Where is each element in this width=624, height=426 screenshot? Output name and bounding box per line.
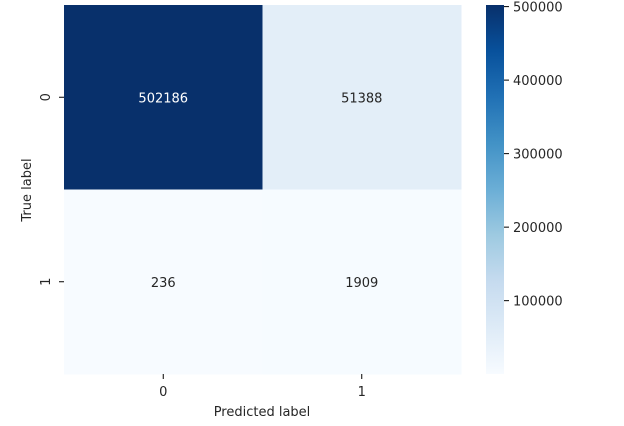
colorbar-gradient <box>486 5 504 374</box>
cell-value-0-0: 502186 <box>138 91 188 106</box>
x-tick-label-1: 1 <box>358 385 366 400</box>
colorbar-tick-label-0: 100000 <box>513 295 563 310</box>
heatmap-cell-1-0 <box>64 189 263 375</box>
y-axis-label: True label <box>20 158 35 222</box>
colorbar-tick-label-4: 500000 <box>513 1 563 16</box>
colorbar-tick-label-2: 300000 <box>513 148 563 163</box>
colorbar: 100000 200000 300000 400000 500000 <box>486 1 563 374</box>
colorbar-tick-label-1: 200000 <box>513 221 563 236</box>
y-tick-label-0: 0 <box>39 93 54 101</box>
x-tick-label-0: 0 <box>159 385 167 400</box>
cell-value-0-1: 51388 <box>341 91 382 106</box>
colorbar-tick-label-3: 400000 <box>513 74 563 89</box>
cell-value-1-0: 236 <box>151 276 176 291</box>
cell-value-1-1: 1909 <box>345 276 378 291</box>
y-axis: 01 <box>39 93 64 286</box>
heatmap-cell-0-0 <box>64 5 263 190</box>
heatmap-cells <box>64 5 462 375</box>
x-axis-label: Predicted label <box>214 405 311 420</box>
heatmap-cell-1-1 <box>262 189 462 375</box>
cell-annotations: 502186 51388 236 1909 <box>138 91 382 291</box>
y-tick-label-1: 1 <box>39 278 54 286</box>
heatmap-cell-0-1 <box>262 5 462 190</box>
